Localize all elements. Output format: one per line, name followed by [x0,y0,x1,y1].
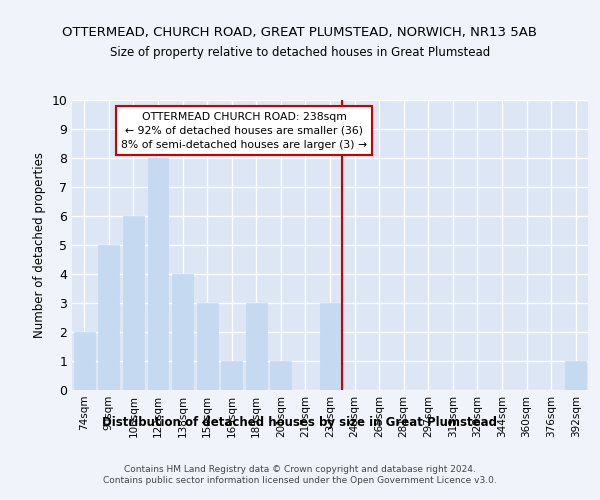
Bar [320,303,340,390]
Bar [246,303,267,390]
Bar [221,361,242,390]
Y-axis label: Number of detached properties: Number of detached properties [33,152,46,338]
Bar [172,274,193,390]
Text: Contains HM Land Registry data © Crown copyright and database right 2024.
Contai: Contains HM Land Registry data © Crown c… [103,466,497,484]
Text: OTTERMEAD CHURCH ROAD: 238sqm
← 92% of detached houses are smaller (36)
8% of se: OTTERMEAD CHURCH ROAD: 238sqm ← 92% of d… [121,112,367,150]
Text: Size of property relative to detached houses in Great Plumstead: Size of property relative to detached ho… [110,46,490,59]
Bar [148,158,169,390]
Bar [197,303,218,390]
Bar [123,216,144,390]
Bar [565,361,586,390]
Bar [271,361,292,390]
Text: OTTERMEAD, CHURCH ROAD, GREAT PLUMSTEAD, NORWICH, NR13 5AB: OTTERMEAD, CHURCH ROAD, GREAT PLUMSTEAD,… [62,26,538,39]
Bar [74,332,95,390]
Bar [98,245,119,390]
Text: Distribution of detached houses by size in Great Plumstead: Distribution of detached houses by size … [103,416,497,429]
